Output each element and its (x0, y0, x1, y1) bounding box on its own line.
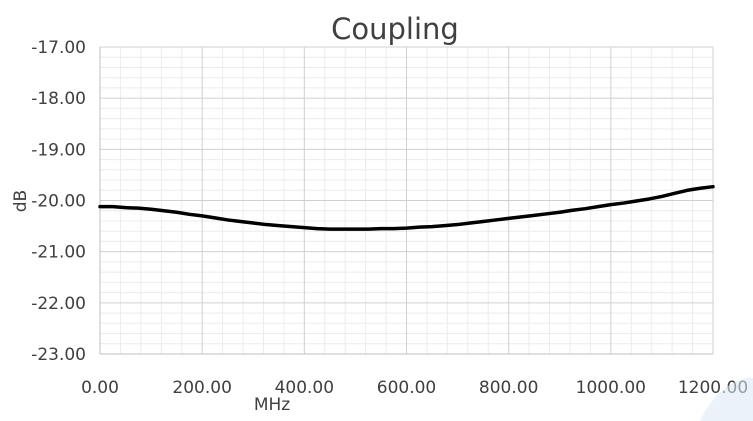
x-tick-label: 400.00 (275, 378, 334, 398)
x-tick-label: 600.00 (377, 378, 436, 398)
chart-title: Coupling (331, 12, 459, 46)
plot-tick-labels: 0.00 200.00 400.00 600.00 800.00 1000.00 1200.… (31, 38, 748, 398)
y-tick-label: -19.00 (31, 140, 86, 160)
y-tick-label: -17.00 (31, 38, 86, 58)
x-tick-label: 1000.00 (576, 378, 646, 398)
y-tick-label: -20.00 (31, 192, 86, 212)
plot-axes (99, 47, 713, 355)
y-tick-label: -22.00 (31, 294, 86, 314)
plot-grid (99, 46, 714, 355)
y-tick-label: -23.00 (31, 345, 86, 365)
x-tick-label: 800.00 (479, 378, 538, 398)
y-axis-label: dB (11, 190, 31, 212)
x-axis-label: MHz (254, 395, 290, 415)
y-tick-label: -21.00 (31, 243, 86, 263)
x-tick-label: 0.00 (81, 378, 119, 398)
plot-series (98, 184, 715, 231)
coupling-series-line (98, 184, 715, 231)
watermark-logo (700, 377, 753, 421)
x-tick-label: 200.00 (172, 378, 231, 398)
y-tick-label: -18.00 (31, 89, 86, 109)
